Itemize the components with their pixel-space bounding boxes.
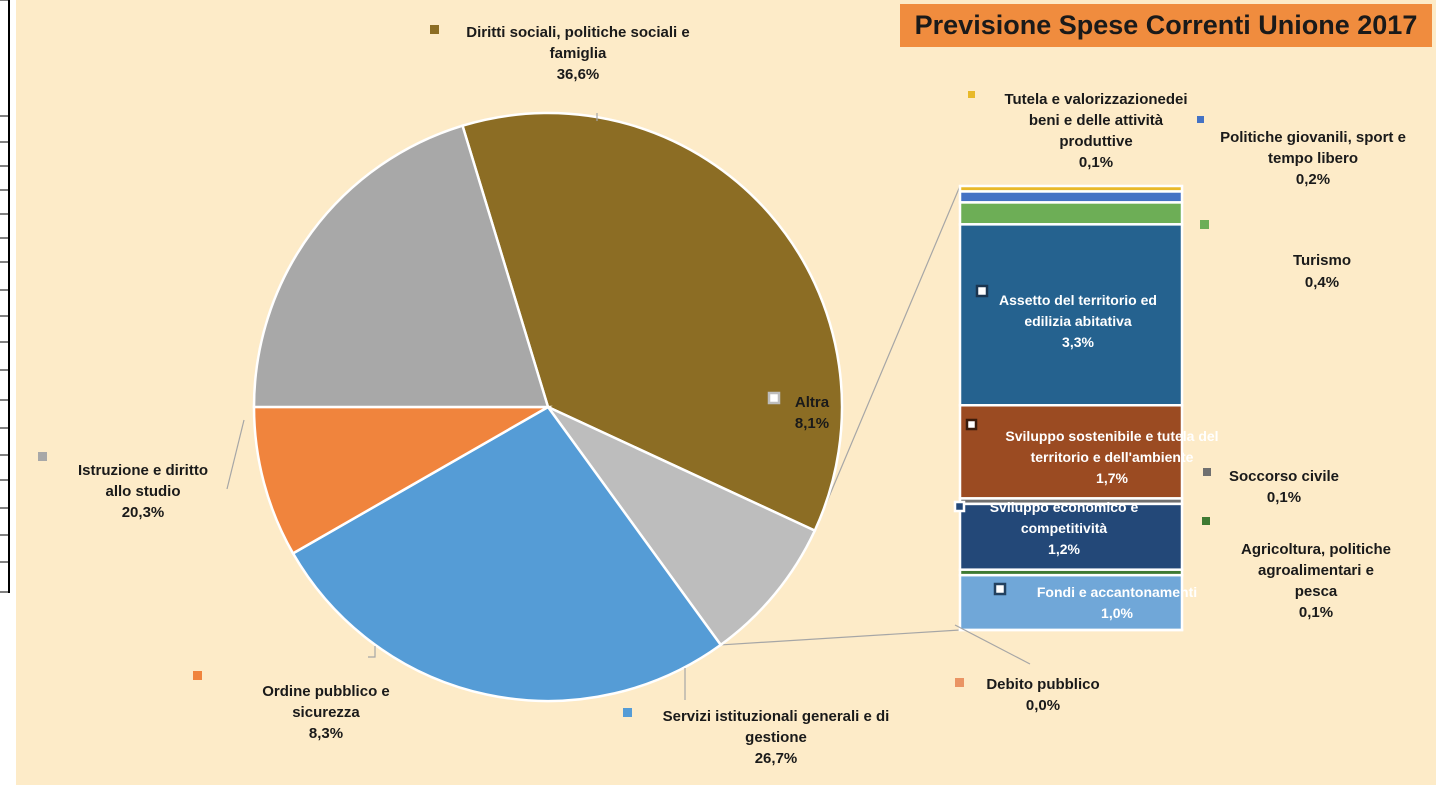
slice-istruzione-legend-marker	[38, 452, 47, 461]
slice-istruzione-value: 20,3%	[122, 504, 165, 521]
seg-tutela-label-line: beni e delle attività	[1029, 112, 1164, 129]
slice-ordine-label-line: sicurezza	[292, 704, 360, 721]
slice-istruzione-label-line: allo studio	[106, 483, 181, 500]
seg-politiche-giovanili-label-line: tempo libero	[1268, 150, 1358, 167]
seg-turismo-label-line: Turismo	[1293, 252, 1351, 269]
slice-altra-value: 8,1%	[795, 415, 829, 432]
seg-soccorso-value: 0,1%	[1267, 489, 1301, 506]
seg-sviluppo-economico-value: 1,2%	[1048, 541, 1080, 557]
seg-soccorso-label-line: Soccorso civile	[1229, 468, 1339, 485]
seg-debito-legend-marker	[955, 678, 964, 687]
seg-sviluppo-economico-label-line: competitività	[1021, 520, 1108, 536]
slice-ordine-label-line: Ordine pubblico e	[262, 683, 390, 700]
slice-servizi-label-line: gestione	[745, 729, 807, 746]
seg-tutela-value: 0,1%	[1079, 154, 1113, 171]
seg-agricoltura-label-line: agroalimentari e	[1258, 562, 1374, 579]
seg-politiche-giovanili-label-line: Politiche giovanili, sport e	[1220, 129, 1406, 146]
breakdown-bar	[960, 186, 1182, 630]
seg-politiche-giovanili-legend-marker	[1197, 116, 1204, 123]
seg-turismo-legend-marker	[1200, 220, 1209, 229]
slice-ordine-legend-marker	[193, 671, 202, 680]
seg-sviluppo-sostenibile-value: 1,7%	[1096, 470, 1128, 486]
seg-sviluppo-economico-legend-marker	[955, 502, 964, 511]
bar-segment-2	[960, 202, 1182, 224]
seg-sviluppo-economico-label-line: Sviluppo economico e	[990, 499, 1139, 515]
slice-diritti-legend-marker	[430, 25, 439, 34]
slice-istruzione-label-line: Istruzione e diritto	[78, 462, 208, 479]
seg-assetto-value: 3,3%	[1062, 334, 1094, 350]
left-edge-bracket	[0, 0, 9, 593]
seg-sviluppo-sostenibile-label-line: territorio e dell'ambiente	[1031, 449, 1194, 465]
slice-diritti-label-line: famiglia	[550, 45, 607, 62]
slice-diritti-value: 36,6%	[557, 66, 600, 83]
seg-sviluppo-sostenibile-label-line: Sviluppo sostenibile e tutela del	[1005, 428, 1218, 444]
pie	[254, 113, 842, 701]
seg-assetto-label-line: edilizia abitativa	[1024, 313, 1132, 329]
seg-assetto-label-line: Assetto del territorio ed	[999, 292, 1157, 308]
seg-tutela-label-line: Tutela e valorizzazionedei	[1004, 91, 1187, 108]
slice-diritti-label-line: Diritti sociali, politiche sociali e	[466, 24, 689, 41]
slice-altra-legend-marker	[769, 393, 779, 403]
seg-debito-label-line: Debito pubblico	[986, 676, 1099, 693]
slice-altra-label-line: Altra	[795, 394, 830, 411]
seg-agricoltura-label-line: pesca	[1295, 583, 1338, 600]
seg-fondi-label-line: Fondi e accantonamenti	[1037, 584, 1197, 600]
seg-agricoltura-label-line: Agricoltura, politiche	[1241, 541, 1391, 558]
slice-servizi-label-line: Servizi istituzionali generali e di	[663, 708, 890, 725]
seg-turismo-value: 0,4%	[1305, 274, 1339, 291]
seg-assetto-legend-marker	[977, 286, 987, 296]
seg-agricoltura-value: 0,1%	[1299, 604, 1333, 621]
seg-sviluppo-sostenibile-legend-marker	[967, 420, 976, 429]
seg-fondi-value: 1,0%	[1101, 605, 1133, 621]
seg-soccorso-legend-marker	[1203, 468, 1211, 476]
slice-servizi-value: 26,7%	[755, 750, 798, 767]
slice-servizi-legend-marker	[623, 708, 632, 717]
seg-tutela-label-line: produttive	[1059, 133, 1132, 150]
seg-agricoltura-legend-marker	[1202, 517, 1210, 525]
seg-debito-value: 0,0%	[1026, 697, 1060, 714]
seg-fondi-legend-marker	[995, 584, 1005, 594]
seg-politiche-giovanili-value: 0,2%	[1296, 171, 1330, 188]
bar-segment-1	[960, 191, 1182, 202]
slice-ordine-value: 8,3%	[309, 725, 343, 742]
chart-title: Previsione Spese Correnti Unione 2017	[900, 4, 1432, 47]
seg-tutela-legend-marker	[968, 91, 975, 98]
